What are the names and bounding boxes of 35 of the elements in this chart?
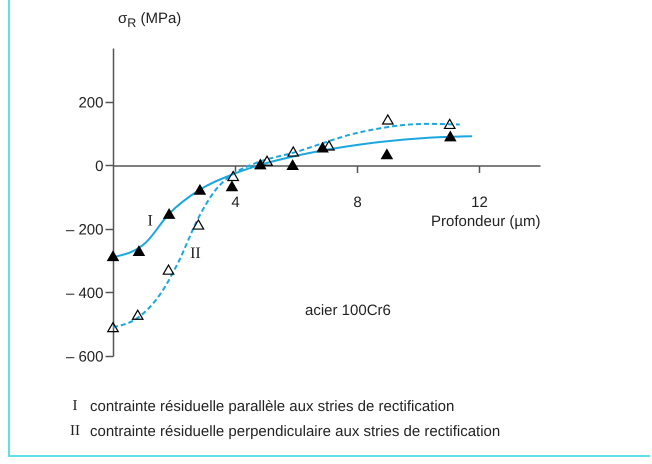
- text: contrainte résiduelle perpendiculaire aux stries de rectification: [90, 423, 500, 440]
- point: [381, 148, 393, 160]
- point: [382, 114, 394, 125]
- point: [286, 160, 298, 170]
- point: [194, 184, 206, 195]
- y-tick-label: – 200: [66, 221, 104, 238]
- y-tick-label: – 600: [66, 348, 104, 366]
- y-axis-title: σ$_{R}$ (MPa): [118, 10, 182, 30]
- text: contrainte résiduelle parallèle aux stries de rectification: [90, 398, 456, 415]
- series-label: I: [147, 212, 153, 230]
- x-tick-label: 4: [231, 194, 240, 211]
- point: [107, 322, 119, 332]
- text: II: [70, 423, 80, 439]
- point: [163, 208, 175, 219]
- y-tick-label: 200: [78, 94, 104, 112]
- point: [132, 310, 144, 320]
- x-axis-title: Profondeur (µm): [430, 212, 540, 230]
- series-label: II: [190, 244, 201, 262]
- annotation: acier 100Cr6: [305, 302, 391, 319]
- point: [444, 118, 456, 130]
- point: [261, 156, 273, 166]
- point: [107, 250, 119, 262]
- y-tick-label: 0: [95, 158, 104, 175]
- y-tick-label: – 400: [66, 284, 104, 302]
- text: I: [72, 398, 78, 414]
- point: [162, 264, 174, 275]
- point: [287, 146, 300, 157]
- point: [444, 131, 456, 142]
- point: [254, 159, 266, 170]
- x-tick-label: 8: [353, 194, 362, 211]
- point: [226, 180, 238, 192]
- x-tick-label: 12: [471, 194, 488, 211]
- point: [133, 246, 145, 256]
- point: [227, 170, 240, 182]
- point: [192, 219, 204, 230]
